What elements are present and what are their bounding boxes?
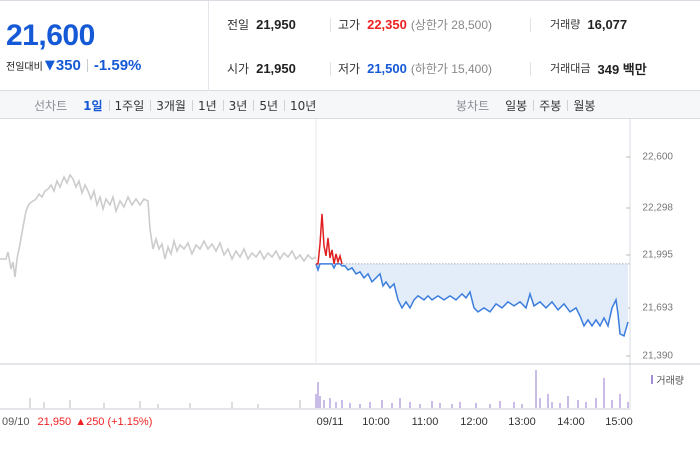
down-triangle-icon: ▼	[44, 58, 55, 73]
y-tick-label: 21,390	[642, 350, 673, 362]
period-5y[interactable]: 5년	[253, 97, 284, 114]
x-tick-label: 14:00	[557, 416, 585, 428]
prev-change: ▲250	[75, 416, 105, 428]
stat-low: 저가 21,500 (하한가 15,400)	[338, 58, 492, 78]
candle-monthly[interactable]: 월봉	[567, 97, 601, 114]
divider	[530, 18, 531, 32]
period-3y[interactable]: 3년	[222, 97, 254, 114]
x-tick-label: 15:00	[605, 416, 633, 428]
prev-date: 09/10	[2, 416, 30, 428]
prev-close: 21,950	[37, 416, 72, 428]
chart-toolbar: 선차트 1일 1주일 3개월 1년 3년 5년 10년 봉차트 일봉 주봉 월봉	[0, 91, 700, 119]
y-tick-label: 21,693	[642, 302, 673, 314]
stat-label: 거래대금	[550, 62, 591, 75]
x-tick-label: 12:00	[460, 416, 488, 428]
period-10y[interactable]: 10년	[284, 97, 322, 114]
volume-swatch	[651, 375, 654, 384]
candle-daily[interactable]: 일봉	[505, 98, 528, 113]
volume-legend-label: 거래량	[656, 376, 684, 387]
stat-label: 저가	[338, 61, 361, 76]
period-1w[interactable]: 1주일	[108, 97, 151, 114]
stat-value: 349 백만	[597, 61, 647, 77]
stat-value: 21,950	[256, 16, 296, 32]
stat-value: 16,077	[587, 16, 628, 32]
period-1y[interactable]: 1년	[191, 97, 223, 114]
y-tick-label: 22,298	[642, 202, 673, 214]
current-price: 21,600	[6, 19, 95, 52]
stat-label: 전일	[227, 17, 250, 32]
change-value: 350	[55, 57, 81, 74]
stat-amount: 거래대금 349 백만	[550, 58, 647, 78]
divider	[330, 18, 331, 32]
divider	[530, 62, 531, 76]
x-tick-label: 11:00	[411, 416, 439, 428]
stats-panel: 전일 21,950 고가 22,350 (상한가 28,500) 거래량 16,…	[210, 1, 700, 91]
candle-chart-label: 봉차트	[456, 98, 490, 113]
change-percent: -1.59%	[93, 57, 142, 74]
x-tick-label: 10:00	[362, 416, 390, 428]
today-line-down	[315, 263, 629, 337]
candle-weekly[interactable]: 주봉	[533, 97, 567, 114]
upper-limit: (상한가 28,500)	[410, 17, 493, 32]
stat-volume: 거래량 16,077	[550, 14, 627, 34]
price-box: 21,600 전일대비 ▼ 350 -1.59%	[0, 1, 209, 91]
x-tick-label: 13:00	[508, 416, 536, 428]
stat-value: 21,500	[367, 60, 407, 76]
today-line-up	[316, 213, 343, 265]
prev-day-line	[0, 173, 317, 278]
period-1d[interactable]: 1일	[83, 98, 103, 113]
lower-limit: (하한가 15,400)	[410, 61, 493, 76]
price-chart[interactable]: 22,600 22,298 21,995 21,693 21,390 거래량 0…	[0, 119, 700, 450]
stat-value: 22,350	[367, 16, 407, 32]
divider	[86, 59, 88, 72]
x-tick-label: 09/11	[316, 416, 344, 428]
stat-value: 21,950	[256, 60, 296, 76]
divider	[330, 62, 331, 76]
stat-label: 고가	[338, 17, 361, 32]
change-line: 전일대비 ▼ 350 -1.59%	[6, 57, 141, 74]
stat-label: 거래량	[550, 18, 581, 31]
candle-chart-periods: 봉차트 일봉 주봉 월봉	[456, 91, 601, 119]
y-tick-label: 21,995	[642, 249, 673, 261]
stat-label: 시가	[227, 61, 250, 76]
stat-open: 시가 21,950	[227, 58, 296, 78]
volume-legend: 거래량	[651, 372, 684, 387]
previous-day-info: 09/10 21,950 ▲250 (+1.15%)	[2, 416, 152, 428]
quote-header: 21,600 전일대비 ▼ 350 -1.59% 전일 21,950 고가 22…	[0, 0, 700, 91]
line-chart-label: 선차트	[34, 98, 68, 113]
period-3m[interactable]: 3개월	[150, 97, 192, 114]
price-chart-svg	[0, 119, 700, 410]
stat-high: 고가 22,350 (상한가 28,500)	[338, 14, 492, 34]
change-label: 전일대비	[6, 62, 43, 73]
stat-prev-close: 전일 21,950	[227, 14, 296, 34]
y-tick-label: 22,600	[642, 151, 673, 163]
line-chart-periods: 선차트 1일 1주일 3개월 1년 3년 5년 10년	[34, 91, 322, 119]
prev-change-pct: (+1.15%)	[107, 416, 153, 428]
